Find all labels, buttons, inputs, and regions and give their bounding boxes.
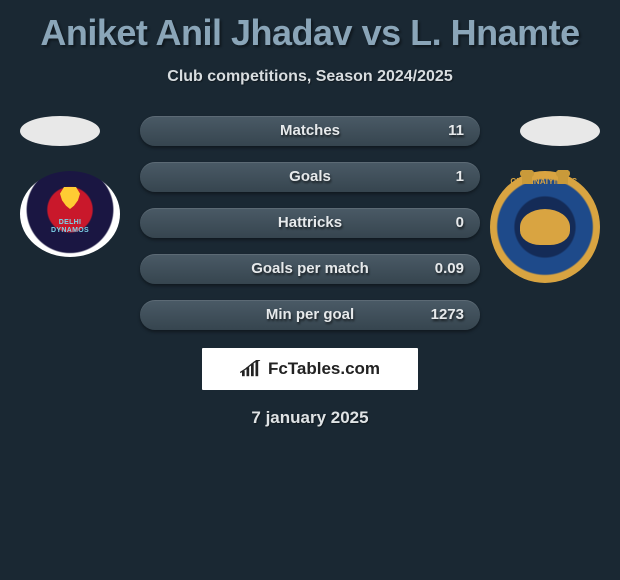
brand-badge: FcTables.com xyxy=(202,348,418,390)
stat-label: Matches xyxy=(140,116,480,146)
brand-text: FcTables.com xyxy=(268,359,380,379)
stat-row: Goals per match 0.09 xyxy=(140,254,480,284)
subtitle: Club competitions, Season 2024/2025 xyxy=(0,68,620,86)
stat-label: Goals xyxy=(140,162,480,192)
player-left-photo xyxy=(20,116,100,146)
stat-value: 0 xyxy=(456,208,464,238)
stats-list: Matches 11 Goals 1 Hattricks 0 Goals per… xyxy=(140,116,480,330)
stat-value: 1 xyxy=(456,162,464,192)
club-left-badge xyxy=(20,171,120,257)
stat-row: Hattricks 0 xyxy=(140,208,480,238)
stat-value: 11 xyxy=(448,116,464,146)
stat-row: Matches 11 xyxy=(140,116,480,146)
stat-label: Goals per match xyxy=(140,254,480,284)
comparison-panel: Matches 11 Goals 1 Hattricks 0 Goals per… xyxy=(0,116,620,428)
bar-chart-icon xyxy=(240,360,262,378)
stat-label: Hattricks xyxy=(140,208,480,238)
stat-value: 1273 xyxy=(431,300,464,330)
stat-value: 0.09 xyxy=(435,254,464,284)
trophy-icon xyxy=(558,170,568,184)
stat-row: Goals 1 xyxy=(140,162,480,192)
player-right-photo xyxy=(520,116,600,146)
date-label: 7 january 2025 xyxy=(0,408,620,428)
trophy-icon xyxy=(522,170,532,184)
page-title: Aniket Anil Jhadav vs L. Hnamte xyxy=(0,0,620,54)
stat-label: Min per goal xyxy=(140,300,480,330)
club-right-badge xyxy=(490,171,600,283)
stat-row: Min per goal 1273 xyxy=(140,300,480,330)
